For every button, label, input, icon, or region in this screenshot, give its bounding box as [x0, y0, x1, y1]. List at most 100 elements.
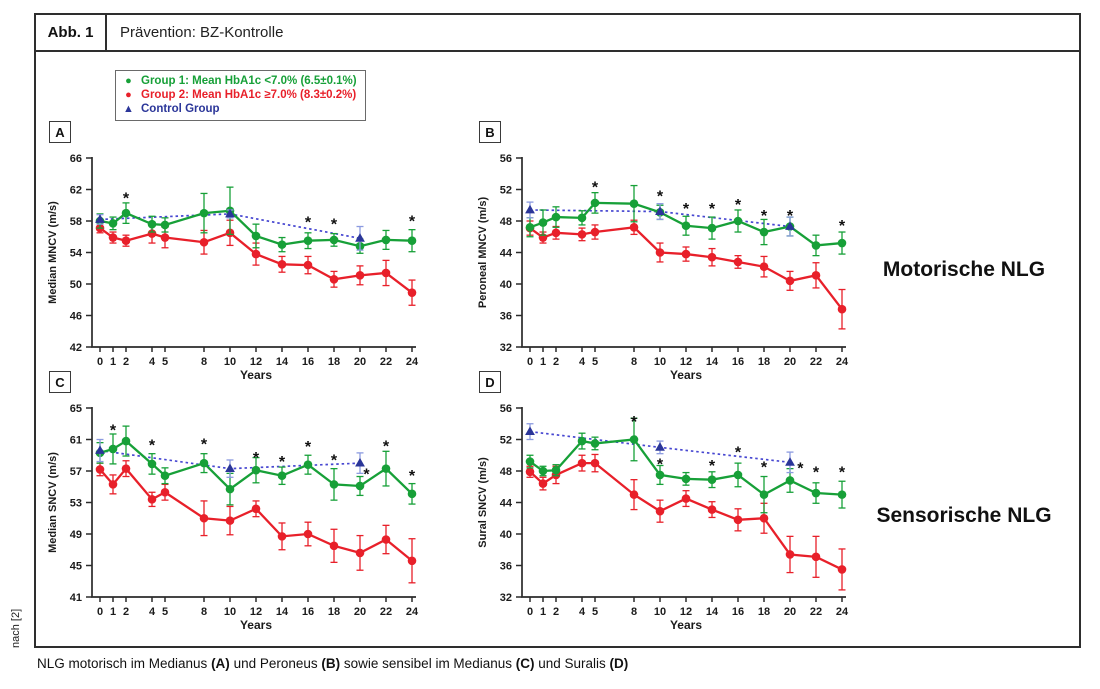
svg-text:32: 32: [500, 592, 512, 604]
asterisk-marker: *: [787, 208, 794, 225]
svg-text:18: 18: [328, 356, 340, 368]
y-axis: 32 36 40 44 48 52 56: [500, 403, 522, 604]
svg-text:18: 18: [328, 606, 340, 618]
svg-text:24: 24: [406, 356, 419, 368]
asterisk-marker: *: [839, 464, 846, 481]
svg-text:10: 10: [654, 356, 666, 368]
legend-circle-icon: ●: [125, 75, 132, 87]
legend-triangle-icon: ▲: [123, 103, 134, 115]
series-control-group: [95, 438, 365, 478]
svg-text:12: 12: [250, 606, 262, 618]
svg-text:20: 20: [784, 606, 796, 618]
x-axis-title: Years: [670, 368, 702, 382]
svg-text:52: 52: [500, 435, 512, 447]
figure-frame: Abb. 1 Prävention: BZ-Kontrolle ● Group 1…: [34, 13, 1081, 648]
y-axis: 42 46 50 54 58 62 66: [70, 153, 92, 354]
x-axis: 0 1 2 4 5 8 10 12 14 16 18 20 22 24: [97, 597, 419, 618]
legend-item-label: Control Group: [141, 103, 220, 115]
significance-asterisks: * * * * * * * *: [592, 180, 846, 236]
asterisk-marker: *: [383, 438, 390, 455]
significance-asterisks: * * * * * * * * * *: [110, 423, 416, 486]
svg-text:46: 46: [70, 311, 82, 323]
chart-B-mount: 32 36 40 44 48 52 56 0 1 2 4 5 8 10 12 14 16 18 20 22 24 Year…: [472, 117, 882, 390]
svg-text:1: 1: [110, 606, 116, 618]
panel-label-C: C: [49, 371, 71, 393]
svg-text:8: 8: [201, 356, 207, 368]
source-note: nach [2]: [10, 608, 22, 648]
significance-asterisks: * * * * * * * *: [631, 414, 846, 481]
svg-text:0: 0: [527, 606, 533, 618]
asterisk-marker: *: [761, 208, 768, 225]
asterisk-marker: *: [279, 454, 286, 471]
asterisk-marker: *: [709, 201, 716, 218]
asterisk-marker: *: [735, 197, 742, 214]
svg-text:12: 12: [680, 356, 692, 368]
svg-text:20: 20: [354, 356, 366, 368]
legend-item: ● Group 2: Mean HbA1c ≥7.0% (8.3±0.2%): [122, 88, 357, 102]
series-group-2: [525, 219, 847, 330]
svg-text:12: 12: [680, 606, 692, 618]
asterisk-marker: *: [149, 438, 156, 455]
asterisk-marker: *: [305, 439, 312, 456]
caption-segment: (C): [515, 656, 535, 671]
svg-text:4: 4: [149, 606, 156, 618]
caption-segment: (A): [211, 656, 230, 671]
svg-text:50: 50: [70, 279, 82, 291]
svg-text:20: 20: [354, 606, 366, 618]
asterisk-marker: *: [657, 456, 664, 473]
svg-text:61: 61: [70, 435, 82, 447]
asterisk-marker: *: [331, 452, 338, 469]
series-control-group: [525, 201, 795, 237]
svg-text:0: 0: [527, 356, 533, 368]
caption-segment: NLG motorisch im Medianus: [37, 656, 212, 671]
y-axis: 41 45 49 53 57 61 65: [70, 403, 92, 604]
asterisk-marker: *: [409, 468, 416, 485]
figure-caption: NLG motorisch im Medianus (A) und Perone…: [37, 656, 628, 671]
svg-text:10: 10: [224, 356, 236, 368]
series-control-group: [525, 423, 795, 474]
svg-text:65: 65: [70, 403, 82, 415]
x-axis-title: Years: [670, 618, 702, 632]
svg-text:4: 4: [149, 356, 156, 368]
chart-block-C: C 41 45 49 53 57 61 65 0 1 2 4 5 8 10 12 14 16 18 20 22 24 Ye…: [42, 367, 452, 635]
svg-text:20: 20: [784, 356, 796, 368]
svg-text:44: 44: [500, 498, 513, 510]
asterisk-marker: *: [709, 458, 716, 475]
legend-item: ● Group 1: Mean HbA1c <7.0% (6.5±0.1%): [122, 74, 357, 88]
y-axis: 32 36 40 44 48 52 56: [500, 153, 522, 354]
asterisk-marker: *: [409, 214, 416, 231]
x-axis-title: Years: [240, 618, 272, 632]
svg-text:1: 1: [540, 356, 546, 368]
caption-segment: (D): [609, 656, 629, 671]
svg-text:54: 54: [70, 248, 83, 260]
caption-segment: sowie sensibel im Medianus: [340, 656, 516, 671]
svg-text:41: 41: [70, 592, 82, 604]
svg-text:42: 42: [70, 342, 82, 354]
motor-group-label: Motorische NLG: [882, 258, 1046, 281]
caption-segment: (B): [321, 656, 341, 671]
svg-text:14: 14: [706, 606, 719, 618]
panel-label-B: B: [479, 121, 501, 143]
asterisk-marker: *: [735, 445, 742, 462]
chart-D-mount: 32 36 40 44 48 52 56 0 1 2 4 5 8 10 12 14 16 18 20 22 24 Year…: [472, 367, 882, 640]
figure-label: Abb. 1: [36, 15, 107, 50]
svg-text:49: 49: [70, 529, 82, 541]
legend-circle-icon: ●: [125, 89, 132, 101]
svg-text:14: 14: [706, 356, 719, 368]
svg-text:45: 45: [70, 561, 82, 573]
chart-A-mount: 42 46 50 54 58 62 66 0 1 2 4 5 8 10 12 14 16 18 20 22 24 Year…: [42, 117, 452, 390]
svg-text:18: 18: [758, 606, 770, 618]
svg-text:12: 12: [250, 356, 262, 368]
svg-text:0: 0: [97, 356, 103, 368]
svg-text:24: 24: [836, 606, 849, 618]
asterisk-marker: *: [797, 460, 804, 477]
panel-label-D: D: [479, 371, 501, 393]
svg-text:22: 22: [810, 356, 822, 368]
svg-text:53: 53: [70, 498, 82, 510]
legend-item-label: Group 1: Mean HbA1c <7.0% (6.5±0.1%): [141, 75, 357, 87]
svg-text:16: 16: [302, 356, 314, 368]
asterisk-marker: *: [201, 437, 208, 454]
